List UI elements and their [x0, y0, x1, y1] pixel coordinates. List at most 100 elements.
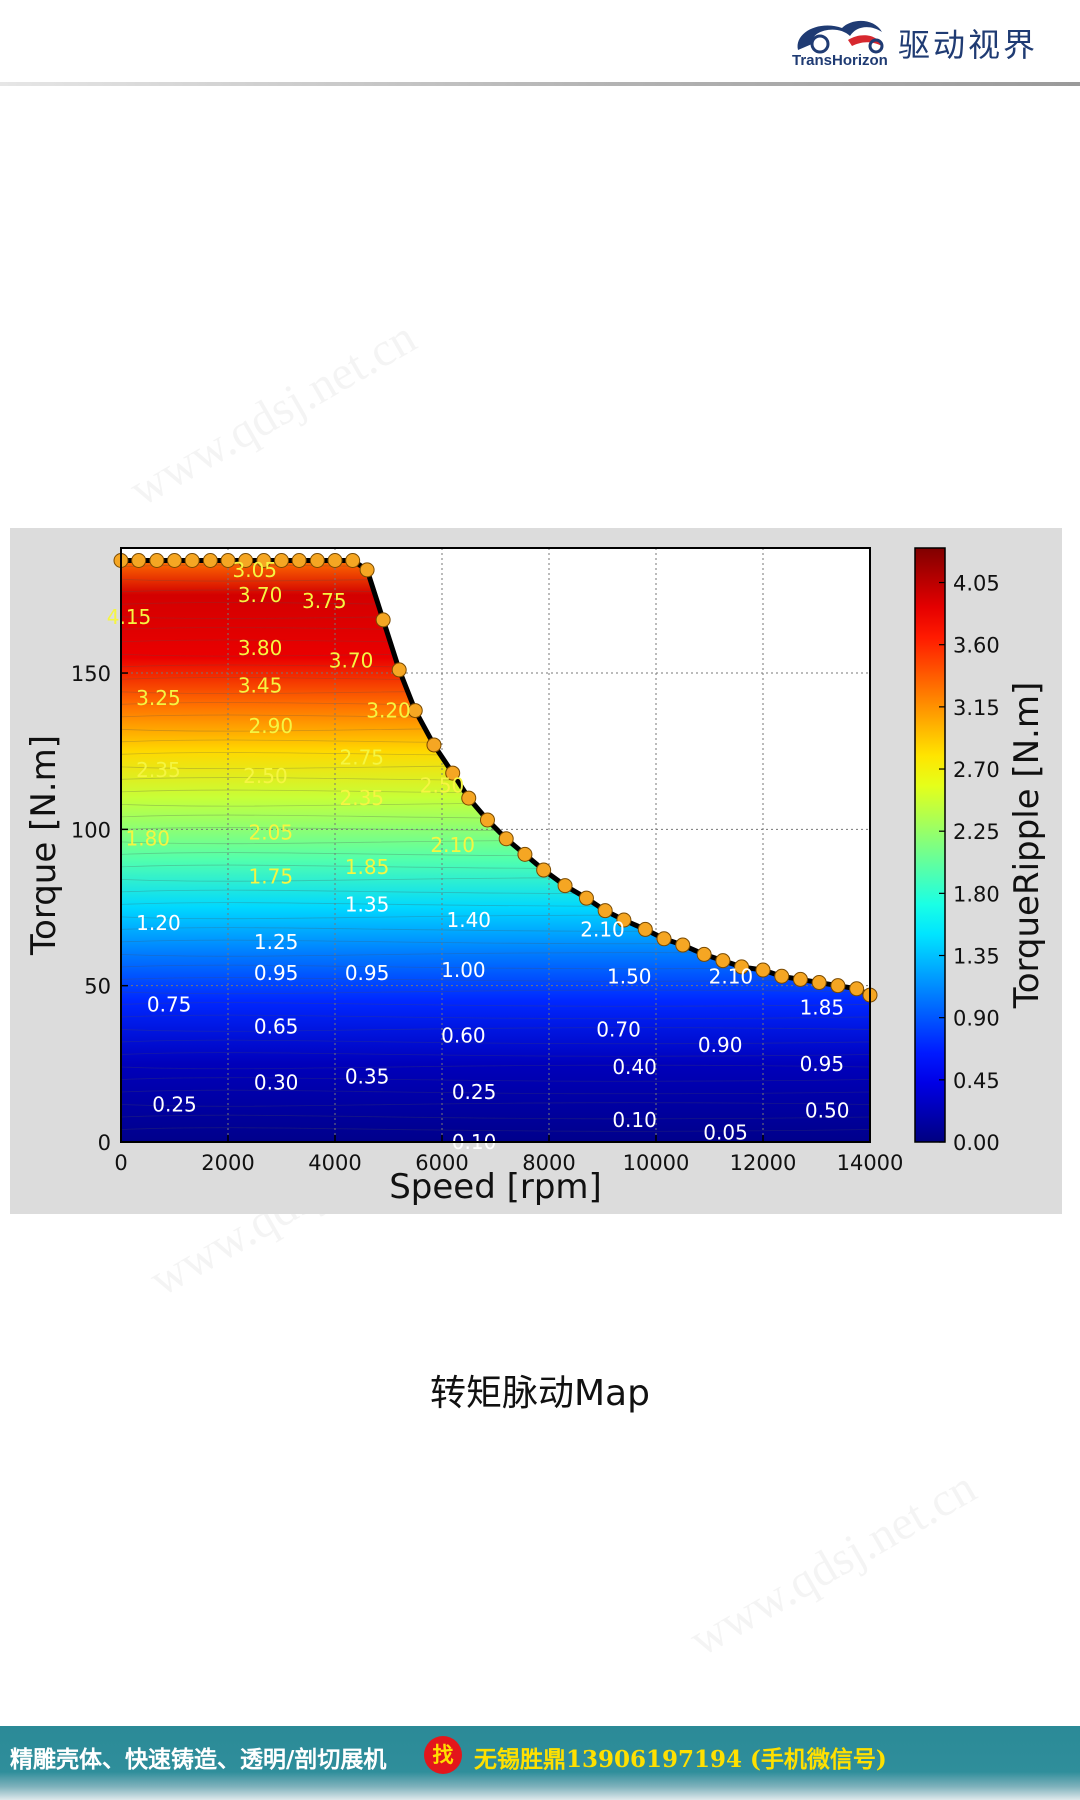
max-torque-point [461, 790, 477, 806]
contour-lines [121, 564, 870, 1132]
max-torque-point [291, 553, 307, 569]
colorbar-tick-label: 3.60 [953, 634, 1000, 658]
contour-label: 1.75 [249, 864, 294, 888]
x-tick-label: 0 [114, 1151, 127, 1175]
max-torque-point [792, 971, 808, 987]
contour-label: 1.50 [607, 964, 652, 988]
contour-label: 0.65 [254, 1014, 299, 1038]
watermark-text: www.qdsj.net.cn [680, 1460, 985, 1668]
colorbar-tick-label: 3.15 [953, 696, 1000, 720]
max-torque-point [597, 903, 613, 919]
contour-label: 3.45 [238, 674, 283, 698]
contour-line [121, 1039, 870, 1045]
contour-label: 0.05 [703, 1121, 748, 1145]
contour-label: 2.90 [249, 714, 294, 738]
contour-line [121, 1089, 870, 1095]
max-torque-point [167, 553, 182, 569]
contour-label: 1.80 [125, 827, 170, 851]
header-divider [0, 82, 1080, 86]
contour-label: 4.15 [107, 605, 152, 629]
contour-label: 1.25 [254, 930, 299, 954]
max-torque-point [557, 878, 573, 894]
contour-line [121, 989, 870, 995]
colorbar-tick-label: 1.35 [953, 945, 1000, 969]
contour-label: 0.30 [254, 1071, 299, 1095]
y-tick-label: 50 [84, 975, 111, 999]
max-torque-point [220, 553, 236, 569]
y-axis-label: Torque [N.m] [24, 735, 64, 956]
colorbar-label: TorqueRipple [N.m] [1007, 682, 1047, 1010]
max-torque-point [327, 553, 343, 569]
contour-label: 2.10 [580, 917, 625, 941]
colorbar-tick-label: 0.45 [953, 1069, 1000, 1093]
max-torque-point [479, 812, 495, 828]
contour-label: 1.85 [345, 855, 390, 879]
contour-label: 2.10 [709, 964, 754, 988]
max-torque-point [256, 553, 272, 569]
max-torque-point [616, 912, 632, 928]
max-torque-point [578, 890, 594, 906]
max-torque-point [830, 978, 846, 994]
max-torque-point [774, 968, 790, 984]
colorbar-tick-label: 2.25 [953, 820, 1000, 844]
contour-label: 0.10 [612, 1108, 657, 1132]
contour-label: 0.40 [612, 1055, 657, 1079]
x-tick-label: 4000 [308, 1151, 361, 1175]
max-torque-point [445, 765, 461, 781]
contour-label: 3.80 [238, 636, 283, 660]
footer-services-text: 精雕壳体、快速铸造、透明/剖切展机 [10, 1746, 387, 1773]
contour-label: 3.70 [329, 649, 374, 673]
y-tick-label: 100 [71, 818, 111, 842]
chart-caption: 转矩脉动Map [430, 1373, 650, 1414]
colorbar-tick-label: 4.05 [953, 572, 1000, 596]
contour-label: 0.25 [452, 1080, 497, 1104]
contour-line [121, 1027, 870, 1032]
contour-line [121, 1002, 870, 1007]
x-tick-label: 12000 [730, 1151, 797, 1175]
contour-line [121, 1064, 870, 1070]
contour-label: 1.35 [345, 892, 390, 916]
footer-find-badge: 找 [424, 1736, 462, 1774]
colorbar-tick-label: 0.90 [953, 1007, 1000, 1031]
contour-label: 0.60 [441, 1024, 486, 1048]
logo-chinese-text: 驱动视界 [898, 26, 1039, 64]
header-bar: TransHorizon 驱动视界 [0, 0, 1080, 86]
contour-label: 3.05 [232, 558, 277, 582]
max-torque-point [184, 553, 200, 569]
footer-contact-text[interactable]: 无锡胜鼎13906197194 (手机微信号) [474, 1746, 887, 1773]
y-tick-label: 0 [98, 1131, 111, 1155]
contour-label: 1.20 [136, 911, 181, 935]
contour-label: 2.50 [243, 764, 288, 788]
contour-line [121, 977, 870, 982]
footer-banner: 精雕壳体、快速铸造、透明/剖切展机 找 无锡胜鼎13906197194 (手机微… [0, 1726, 1080, 1800]
max-torque-point [517, 846, 533, 862]
max-torque-point [149, 553, 165, 569]
contour-label: 0.70 [596, 1017, 641, 1041]
contour-line [121, 1102, 870, 1107]
contour-label: 2.50 [420, 774, 465, 798]
contour-label: 0.95 [800, 1052, 845, 1076]
contour-line [121, 964, 870, 970]
contour-label: 0.75 [147, 992, 192, 1016]
contour-label: 0.50 [805, 1099, 850, 1123]
contour-label: 2.75 [339, 745, 384, 769]
contour-label: 2.35 [136, 758, 181, 782]
colorbar-tick-label: 1.80 [953, 882, 1000, 906]
contour-label: 0.95 [254, 961, 299, 985]
x-axis-label: Speed [rpm] [389, 1167, 602, 1207]
max-torque-point [498, 831, 514, 847]
contour-label: 0.35 [345, 1064, 390, 1088]
contour-label: 1.85 [800, 996, 845, 1020]
contour-line [121, 1114, 870, 1120]
max-torque-point [734, 959, 750, 975]
max-torque-point [536, 862, 552, 878]
logo-english-text: TransHorizon [792, 52, 888, 69]
max-torque-point [656, 931, 672, 947]
max-torque-point [675, 937, 691, 953]
contour-label: 2.10 [430, 833, 475, 857]
transhorizon-logo-icon [797, 20, 884, 54]
contour-line [121, 1077, 870, 1082]
max-torque-point [202, 553, 218, 569]
x-tick-label: 2000 [201, 1151, 254, 1175]
torque-ripple-map-chart: 3.053.70 3.754.153.803.703.453.253.202.90… [24, 547, 1047, 1207]
